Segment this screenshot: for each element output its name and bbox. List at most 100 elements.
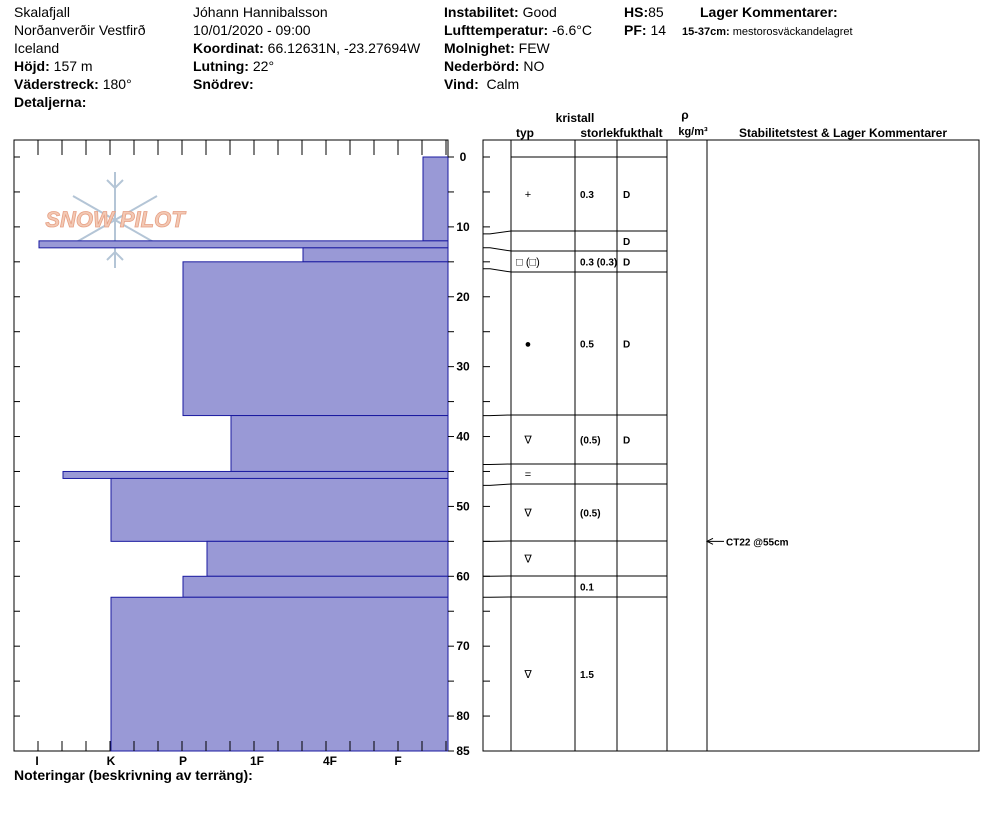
crystal-size: (0.5) — [580, 436, 601, 447]
depth-connector-line — [483, 247, 512, 252]
y-tick-label: 10 — [456, 220, 470, 234]
koordinat-label: Koordinat: — [193, 40, 264, 56]
x-tick-label: 1F — [250, 754, 264, 768]
location: Skalafjall — [14, 4, 71, 20]
wetness: D — [623, 340, 630, 351]
x-tick-label: K — [107, 754, 116, 768]
detaljerna-label: Detaljerna: — [14, 94, 87, 110]
x-tick-label: I — [35, 754, 38, 768]
depth-connector-line — [483, 463, 512, 465]
hs-row: HS:85 — [624, 4, 664, 20]
hardness-layers — [38, 156, 449, 752]
hardness-layer-bar — [182, 575, 449, 598]
table-frame — [482, 139, 980, 752]
crystal-size: 1.5 — [580, 670, 594, 681]
y-tick-label: 85 — [456, 744, 470, 758]
crystal-size: 0.3 (0.3) — [580, 258, 617, 269]
header-stability: Stabilitetstest & Lager Kommentarer — [739, 126, 947, 140]
hardness-layer-bar — [38, 240, 449, 249]
snowpilot-watermark: SNOW PILOT — [45, 172, 187, 268]
pf-row: PF: 14 — [624, 22, 666, 38]
crystal-type: ∇ — [523, 669, 532, 681]
vaderstreck-label: Väderstreck: — [14, 76, 99, 92]
lufttemp-row: Lufttemperatur: -6.6°C — [444, 22, 592, 38]
crystal-type: + — [525, 189, 531, 201]
snowflake-icon — [72, 172, 158, 268]
wetness: D — [623, 237, 630, 248]
crystal-size: 0.3 — [580, 190, 594, 201]
depth-connector-line — [483, 414, 512, 417]
vind-row: Vind: Calm — [444, 76, 519, 92]
header-fukthalt: fukthalt — [619, 126, 662, 140]
lager-comment-range: 15-37cm: — [682, 26, 730, 38]
crystal-type: ● — [525, 339, 532, 351]
instabilitet-value: Good — [522, 4, 557, 20]
crystal-type: ∇ — [523, 554, 532, 566]
crystal-size: (0.5) — [580, 509, 601, 520]
molnighet-label: Molnighet: — [444, 40, 515, 56]
crystal-type: ∇ — [523, 508, 532, 520]
hojd-row: Höjd: 157 m — [14, 58, 93, 74]
header-kristall: kristall — [556, 111, 595, 125]
hs-label: HS: — [624, 4, 649, 20]
y-tick-label: 80 — [456, 709, 470, 723]
hojd-label: Höjd: — [14, 58, 50, 74]
y-tick-label: 60 — [456, 569, 470, 583]
instabilitet-label: Instabilitet: — [444, 4, 519, 20]
y-tick-label: 0 — [460, 150, 467, 164]
stability-test-label: CT22 @55cm — [726, 537, 789, 548]
depth-connector-line — [483, 483, 512, 486]
country: Iceland — [14, 40, 60, 56]
hardness-axis: I K P 1F 4F F — [35, 140, 447, 768]
crystal-size: 0.1 — [580, 583, 594, 594]
pf-value: 14 — [650, 22, 667, 38]
vaderstreck-value: 180° — [102, 76, 132, 92]
crystal-type: ∇ — [523, 435, 532, 447]
molnighet-row: Molnighet: FEW — [444, 40, 550, 56]
vind-value: Calm — [486, 76, 520, 92]
lufttemp-value: -6.6°C — [552, 22, 592, 38]
x-tick-label: P — [179, 754, 187, 768]
wetness: D — [623, 190, 630, 201]
snodrev-label: Snödrev: — [193, 76, 254, 92]
lager-comment: 15-37cm: mestorosväckandelagret — [682, 24, 853, 40]
vaderstreck-row: Väderstreck: 180° — [14, 76, 132, 92]
pf-label: PF: — [624, 22, 647, 38]
layer-table: +0.3 DD□ (□) 0.3 (0.3) D● 0.5 D∇ (0.5) D=∇ (0.5)… — [483, 156, 789, 681]
depth-connector-line — [483, 230, 512, 235]
koordinat-row: Koordinat: 66.12631N, -23.27694W — [193, 40, 420, 56]
hs-value: 85 — [648, 4, 664, 20]
hardness-layer-bar — [206, 540, 449, 577]
koordinat-value: 66.12631N, -23.27694W — [267, 40, 421, 56]
y-tick-label: 50 — [456, 499, 470, 513]
lutning-label: Lutning: — [193, 58, 249, 74]
lutning-value: 22° — [252, 58, 275, 74]
header-typ: typ — [516, 126, 534, 140]
datetime: 10/01/2020 - 09:00 — [193, 22, 311, 38]
instabilitet-row: Instabilitet: Good — [444, 4, 557, 20]
hardness-layer-bar — [422, 156, 449, 242]
watermark-text: SNOW PILOT — [45, 207, 186, 232]
depth-connector-line — [483, 268, 512, 273]
lager-comment-text: mestorosväckandelagret — [732, 26, 853, 38]
header-rho: ρ — [681, 108, 688, 122]
crystal-size: 0.5 — [580, 340, 594, 351]
y-tick-label: 70 — [456, 639, 470, 653]
region: Norðanverðir Vestfirð — [14, 22, 146, 38]
hardness-layer-bar — [182, 261, 449, 417]
stability-arrow-head — [705, 537, 714, 545]
header-density-unit: kg/m³ — [678, 126, 708, 138]
x-tick-label: 4F — [323, 754, 337, 768]
vind-label: Vind: — [444, 76, 479, 92]
nederbord-row: Nederbörd: NO — [444, 58, 544, 74]
noteringar-label: Noteringar (beskrivning av terräng): — [14, 767, 253, 783]
hardness-layer-bar — [62, 470, 449, 479]
nederbord-value: NO — [523, 58, 545, 74]
lufttemp-label: Lufttemperatur: — [444, 22, 549, 38]
hardness-layer-bar — [110, 477, 449, 542]
x-tick-label: F — [394, 754, 401, 768]
header-storlek: storlek — [580, 126, 620, 140]
observer: Jóhann Hannibalsson — [193, 4, 328, 20]
wetness: D — [623, 258, 630, 269]
wetness: D — [623, 436, 630, 447]
